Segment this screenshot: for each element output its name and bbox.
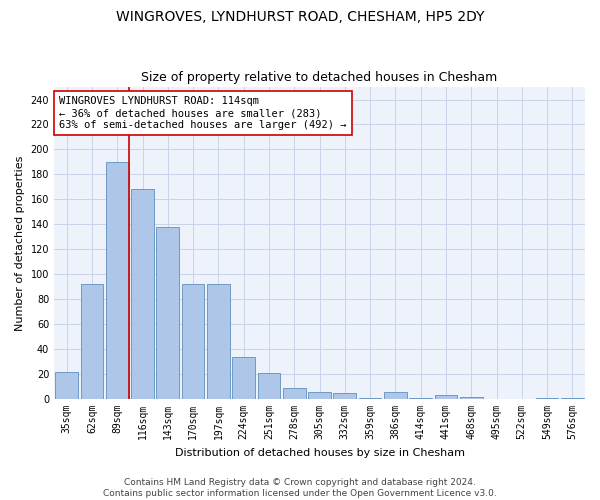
Bar xyxy=(460,396,482,399)
Bar xyxy=(308,392,331,399)
Bar xyxy=(561,398,584,399)
Text: WINGROVES LYNDHURST ROAD: 114sqm
← 36% of detached houses are smaller (283)
63% : WINGROVES LYNDHURST ROAD: 114sqm ← 36% o… xyxy=(59,96,347,130)
Bar xyxy=(434,396,457,399)
Bar xyxy=(283,388,305,399)
Bar xyxy=(207,284,230,399)
Bar xyxy=(384,392,407,399)
Bar xyxy=(409,398,432,399)
Bar xyxy=(80,284,103,399)
Bar xyxy=(55,372,78,399)
Text: Contains HM Land Registry data © Crown copyright and database right 2024.
Contai: Contains HM Land Registry data © Crown c… xyxy=(103,478,497,498)
Y-axis label: Number of detached properties: Number of detached properties xyxy=(15,156,25,330)
Bar xyxy=(182,284,205,399)
Text: WINGROVES, LYNDHURST ROAD, CHESHAM, HP5 2DY: WINGROVES, LYNDHURST ROAD, CHESHAM, HP5 … xyxy=(116,10,484,24)
Bar xyxy=(257,373,280,399)
Bar xyxy=(359,398,382,399)
Bar xyxy=(334,393,356,399)
Bar xyxy=(106,162,128,399)
Bar xyxy=(536,398,559,399)
Title: Size of property relative to detached houses in Chesham: Size of property relative to detached ho… xyxy=(142,72,497,85)
Bar xyxy=(232,356,255,399)
Bar xyxy=(157,227,179,399)
X-axis label: Distribution of detached houses by size in Chesham: Distribution of detached houses by size … xyxy=(175,448,464,458)
Bar xyxy=(131,190,154,399)
